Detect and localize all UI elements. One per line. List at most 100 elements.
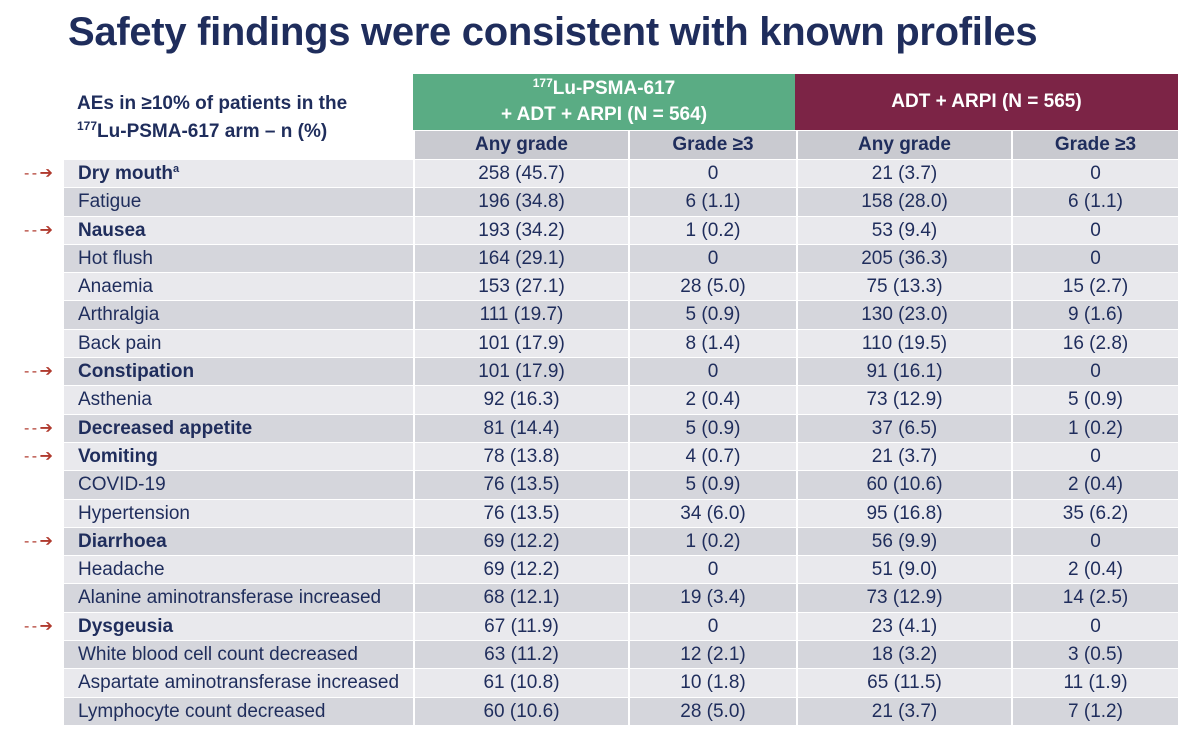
cell-lu-any-grade: 101 (17.9) [413, 329, 628, 358]
row-cells: Aspartate aminotransferase increased 61 (… [64, 669, 1178, 698]
ae-label-text: Hypertension [78, 502, 190, 524]
cell-adt-any-grade: 158 (28.0) [796, 188, 1011, 216]
ae-label: Aspartate aminotransferase increased [64, 669, 413, 696]
cell-adt-any-grade: 91 (16.1) [796, 358, 1011, 386]
ae-label-text: Back pain [78, 332, 162, 354]
cell-adt-grade3: 1 (0.2) [1011, 414, 1178, 442]
ae-label: COVID-19 [64, 471, 413, 498]
table-row: Hot flush 164 (29.1) 0 205 (36.3) 0 [0, 244, 1200, 274]
table-row: - - ➔ Dysgeusia 67 (11.9) 0 23 (4.1) 0 [0, 612, 1200, 642]
row-cells: Fatigue 196 (34.8) 6 (1.1) 158 (28.0) 6 (1.1… [64, 188, 1178, 217]
column-subheaders: Any grade Grade ≥3 Any grade Grade ≥3 [413, 131, 1178, 159]
ae-label: White blood cell count decreased [64, 641, 413, 668]
row-cells: Constipation 101 (17.9) 0 91 (16.1) 0 [64, 358, 1178, 387]
cell-adt-any-grade: 95 (16.8) [796, 499, 1011, 527]
ae-label-text: Headache [78, 559, 165, 581]
cell-lu-grade3: 10 (1.8) [628, 669, 796, 697]
table-row: - - ➔ Decreased appetite 81 (14.4) 5 (0.9) 3… [0, 414, 1200, 443]
cell-adt-any-grade: 53 (9.4) [796, 216, 1011, 244]
cell-lu-grade3: 28 (5.0) [628, 697, 796, 725]
ae-label: Fatigue [64, 188, 413, 215]
ae-label-text: Constipation [78, 361, 195, 383]
group-header-lu-psma: 177Lu-PSMA-617 + ADT + ARPI (N = 564) [413, 74, 795, 130]
slide-title: Safety findings were consistent with kno… [68, 10, 1038, 54]
cell-adt-any-grade: 21 (3.7) [796, 697, 1011, 725]
cell-lu-grade3: 8 (1.4) [628, 329, 796, 358]
cell-adt-grade3: 0 [1011, 612, 1178, 641]
cell-lu-any-grade: 69 (12.2) [413, 527, 628, 556]
subheader-lu-grade3: Grade ≥3 [628, 131, 796, 159]
table-row: Alanine aminotransferase increased 68 (12… [0, 584, 1200, 613]
cell-adt-grade3: 6 (1.1) [1011, 188, 1178, 216]
ae-label: Back pain [64, 330, 413, 357]
group-header-adt-arpi: ADT + ARPI (N = 565) [795, 74, 1178, 130]
ae-label: Hypertension [64, 500, 413, 527]
row-cells: Alanine aminotransferase increased 68 (12… [64, 584, 1178, 613]
cell-adt-any-grade: 130 (23.0) [796, 301, 1011, 329]
cell-lu-grade3: 1 (0.2) [628, 216, 796, 244]
ae-label-text: Lymphocyte count decreased [78, 700, 326, 722]
cell-lu-grade3: 12 (2.1) [628, 641, 796, 669]
ae-label: Headache [64, 556, 413, 583]
ae-table-body: - - ➔ Dry moutha 258 (45.7) 0 21 (3.7) 0 Fatig… [0, 160, 1200, 726]
ae-label-text: COVID-19 [78, 474, 166, 496]
row-cells: Hot flush 164 (29.1) 0 205 (36.3) 0 [64, 244, 1178, 274]
ae-label-text: Alanine aminotransferase increased [78, 587, 382, 609]
cell-adt-grade3: 2 (0.4) [1011, 556, 1178, 584]
cell-lu-any-grade: 76 (13.5) [413, 499, 628, 527]
table-row: Fatigue 196 (34.8) 6 (1.1) 158 (28.0) 6 (1.1… [0, 188, 1200, 217]
cell-adt-any-grade: 110 (19.5) [796, 329, 1011, 358]
ae-label-text: Vomiting [78, 445, 158, 467]
row-cells: Vomiting 78 (13.8) 4 (0.7) 21 (3.7) 0 [64, 442, 1178, 472]
arrow-right-icon: - - ➔ [24, 532, 53, 550]
cell-adt-any-grade: 21 (3.7) [796, 160, 1011, 188]
table-row: - - ➔ Constipation 101 (17.9) 0 91 (16.1) 0 [0, 358, 1200, 387]
arrow-right-icon: - - ➔ [24, 221, 53, 239]
cell-adt-any-grade: 37 (6.5) [796, 414, 1011, 442]
subheader-adt-grade3: Grade ≥3 [1011, 131, 1178, 159]
subheader-lu-any-grade: Any grade [413, 131, 628, 159]
row-cells: Nausea 193 (34.2) 1 (0.2) 53 (9.4) 0 [64, 216, 1178, 245]
cell-adt-grade3: 5 (0.9) [1011, 386, 1178, 414]
table-row: White blood cell count decreased 63 (11.2… [0, 641, 1200, 670]
cell-lu-any-grade: 153 (27.1) [413, 273, 628, 301]
cell-adt-grade3: 15 (2.7) [1011, 273, 1178, 301]
table-row: Asthenia 92 (16.3) 2 (0.4) 73 (12.9) 5 (0.9) [0, 386, 1200, 415]
row-cells: Dry moutha 258 (45.7) 0 21 (3.7) 0 [64, 160, 1178, 189]
cell-adt-any-grade: 23 (4.1) [796, 612, 1011, 641]
ae-label: Vomiting [64, 443, 413, 470]
table-row: Lymphocyte count decreased 60 (10.6) 28 (5… [0, 697, 1200, 726]
arrow-right-icon: - - ➔ [24, 447, 53, 465]
cell-lu-grade3: 34 (6.0) [628, 499, 796, 527]
cell-lu-any-grade: 78 (13.8) [413, 442, 628, 471]
cell-lu-any-grade: 92 (16.3) [413, 386, 628, 414]
cell-adt-grade3: 7 (1.2) [1011, 697, 1178, 725]
cell-lu-grade3: 4 (0.7) [628, 442, 796, 471]
description-line2: Lu-PSMA-617 arm – n (%) [97, 121, 328, 142]
cell-lu-any-grade: 69 (12.2) [413, 556, 628, 584]
ae-label: Diarrhoea [64, 528, 413, 555]
cell-adt-any-grade: 205 (36.3) [796, 244, 1011, 273]
arrow-right-icon: - - ➔ [24, 419, 53, 437]
cell-lu-grade3: 2 (0.4) [628, 386, 796, 414]
arrow-right-icon: - - ➔ [24, 165, 53, 182]
description-line1: AEs in ≥10% of patients in the [77, 93, 348, 114]
cell-lu-any-grade: 258 (45.7) [413, 160, 628, 188]
cell-adt-any-grade: 65 (11.5) [796, 669, 1011, 697]
cell-lu-any-grade: 68 (12.1) [413, 584, 628, 612]
ae-label-text: Decreased appetite [78, 417, 253, 439]
cell-lu-grade3: 0 [628, 358, 796, 386]
footnote-marker: a [173, 163, 180, 175]
table-row: - - ➔ Nausea 193 (34.2) 1 (0.2) 53 (9.4) 0 [0, 216, 1200, 245]
table-description: AEs in ≥10% of patients in the 177Lu-PSM… [77, 90, 407, 146]
ae-label-text: Anaemia [78, 276, 153, 298]
cell-adt-grade3: 9 (1.6) [1011, 301, 1178, 329]
row-cells: Diarrhoea 69 (12.2) 1 (0.2) 56 (9.9) 0 [64, 527, 1178, 557]
cell-lu-grade3: 6 (1.1) [628, 188, 796, 216]
cell-lu-grade3: 0 [628, 160, 796, 188]
row-cells: Lymphocyte count decreased 60 (10.6) 28 (5… [64, 697, 1178, 726]
cell-lu-any-grade: 111 (19.7) [413, 301, 628, 329]
cell-adt-any-grade: 73 (12.9) [796, 386, 1011, 414]
cell-lu-any-grade: 67 (11.9) [413, 612, 628, 641]
cell-adt-grade3: 11 (1.9) [1011, 669, 1178, 697]
